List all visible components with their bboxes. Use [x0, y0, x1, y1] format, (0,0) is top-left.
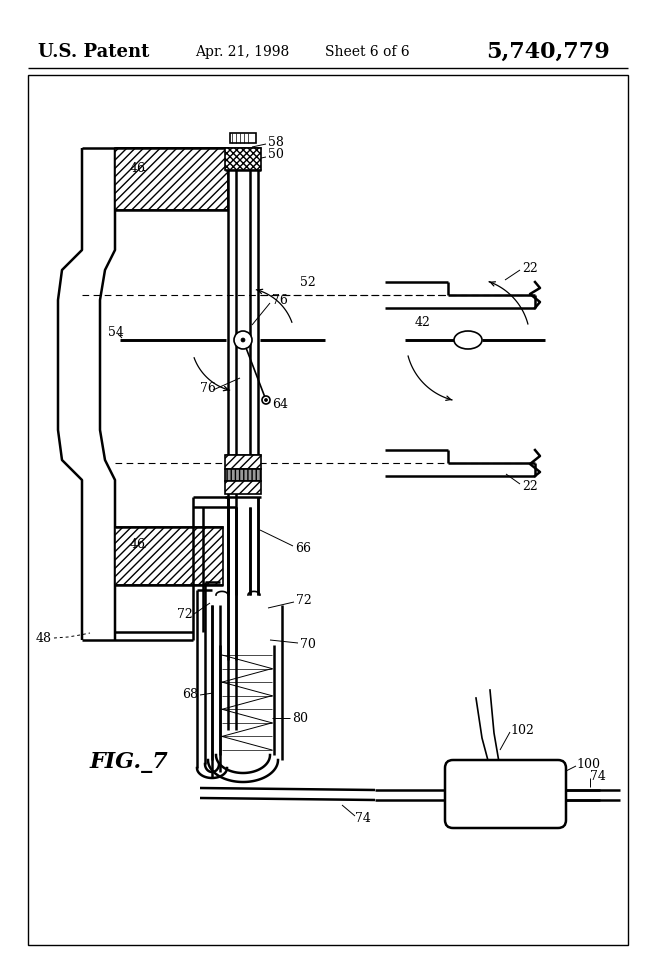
- Text: 64: 64: [272, 398, 288, 412]
- Text: 74: 74: [355, 812, 371, 824]
- Text: 5,740,779: 5,740,779: [486, 41, 610, 63]
- Text: 68: 68: [182, 688, 198, 702]
- Text: 50: 50: [268, 148, 284, 162]
- Text: FIG._7: FIG._7: [90, 751, 169, 773]
- Text: U.S. Patent: U.S. Patent: [38, 43, 150, 61]
- Text: Sheet 6 of 6: Sheet 6 of 6: [325, 45, 409, 59]
- Text: 80: 80: [292, 711, 308, 725]
- Text: 72: 72: [177, 608, 193, 622]
- Text: 58: 58: [268, 136, 284, 148]
- Text: 46: 46: [130, 162, 146, 174]
- Text: 102: 102: [510, 724, 534, 736]
- Circle shape: [264, 398, 268, 401]
- Text: 52: 52: [300, 277, 316, 289]
- Text: 48: 48: [36, 631, 52, 645]
- Bar: [225, 481, 261, 494]
- Text: 74: 74: [590, 769, 606, 783]
- Circle shape: [241, 338, 245, 342]
- Text: 66: 66: [295, 542, 311, 554]
- Ellipse shape: [454, 331, 482, 349]
- Bar: [115, 527, 223, 585]
- Text: 72: 72: [296, 594, 312, 606]
- Bar: [225, 469, 261, 481]
- Text: Apr. 21, 1998: Apr. 21, 1998: [195, 45, 289, 59]
- Text: 76: 76: [272, 293, 288, 307]
- Bar: [115, 148, 228, 210]
- Text: 100: 100: [576, 758, 600, 770]
- Text: 42: 42: [415, 315, 431, 329]
- Bar: [225, 455, 261, 469]
- Text: 22: 22: [522, 261, 538, 275]
- Text: 70: 70: [300, 638, 316, 652]
- Text: 76: 76: [200, 382, 216, 394]
- Bar: [225, 148, 261, 170]
- FancyBboxPatch shape: [445, 760, 566, 828]
- Circle shape: [234, 331, 252, 349]
- Text: 54: 54: [108, 327, 124, 339]
- Text: 22: 22: [522, 479, 538, 493]
- Circle shape: [262, 396, 270, 404]
- Text: 46: 46: [130, 539, 146, 551]
- Bar: [230, 133, 256, 143]
